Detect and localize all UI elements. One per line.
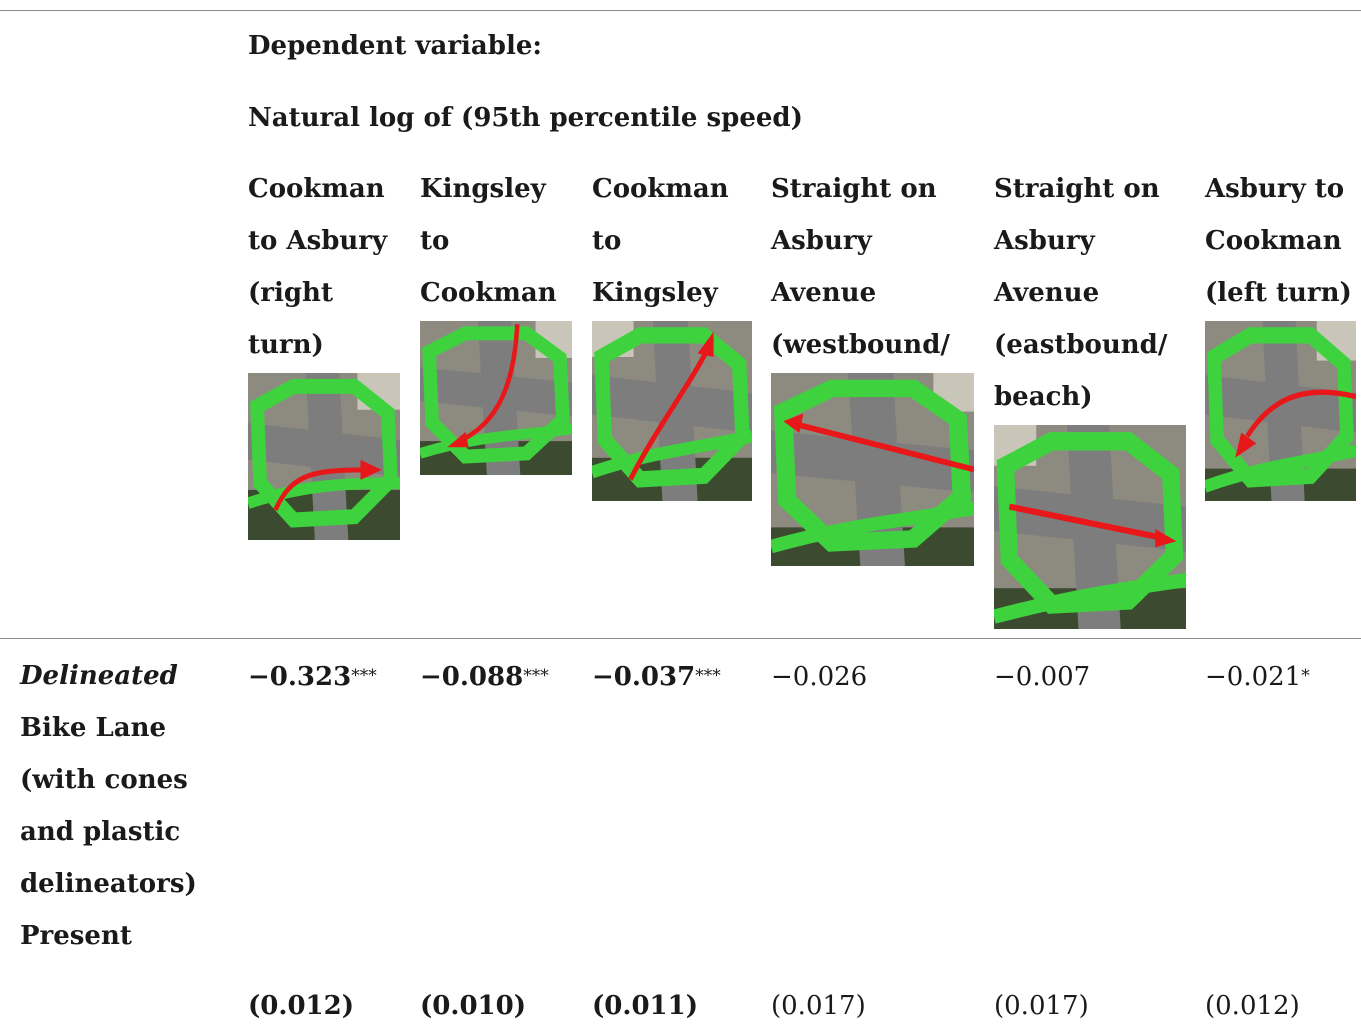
- standard-error-1: (0.012): [248, 991, 355, 1021]
- coefficient-6: −0.021*: [1205, 662, 1310, 692]
- coefficient-1: −0.323***: [248, 662, 377, 692]
- top-rule: [0, 10, 1361, 11]
- column-header-1: Cookman to Asbury (right turn): [248, 174, 388, 360]
- intersection-straight-southbound-icon: [420, 321, 572, 475]
- row-label-italic: Delineated: [20, 661, 178, 691]
- standard-error-4: (0.017): [771, 991, 866, 1021]
- intersection-right-turn-icon: [248, 373, 400, 540]
- standard-error-6: (0.012): [1205, 991, 1300, 1021]
- intersection-straight-northbound-icon: [592, 321, 752, 501]
- coefficient-5: −0.007: [994, 662, 1091, 692]
- intersection-westbound-icon: [771, 373, 974, 566]
- standard-error-5: (0.017): [994, 991, 1089, 1021]
- row-label: Delineated Bike Lane (with cones and pla…: [20, 650, 230, 962]
- dependent-variable-name: Natural log of (95th percentile speed): [248, 103, 803, 133]
- intersection-eastbound-icon: [994, 425, 1186, 629]
- standard-error-3: (0.011): [592, 991, 699, 1021]
- header-rule: [0, 638, 1361, 639]
- dependent-variable-label: Dependent variable:: [248, 31, 542, 61]
- coefficient-4: −0.026: [771, 662, 868, 692]
- coefficient-2: −0.088***: [420, 662, 549, 692]
- intersection-left-turn-icon: [1205, 321, 1356, 501]
- column-header-5: Straight on Asbury Avenue (eastbound/ be…: [994, 174, 1168, 412]
- standard-error-2: (0.010): [420, 991, 527, 1021]
- row-label-rest: Bike Lane (with cones and plastic deline…: [20, 713, 197, 951]
- column-header-6: Asbury to Cookman (left turn): [1205, 174, 1352, 308]
- coefficient-3: −0.037***: [592, 662, 721, 692]
